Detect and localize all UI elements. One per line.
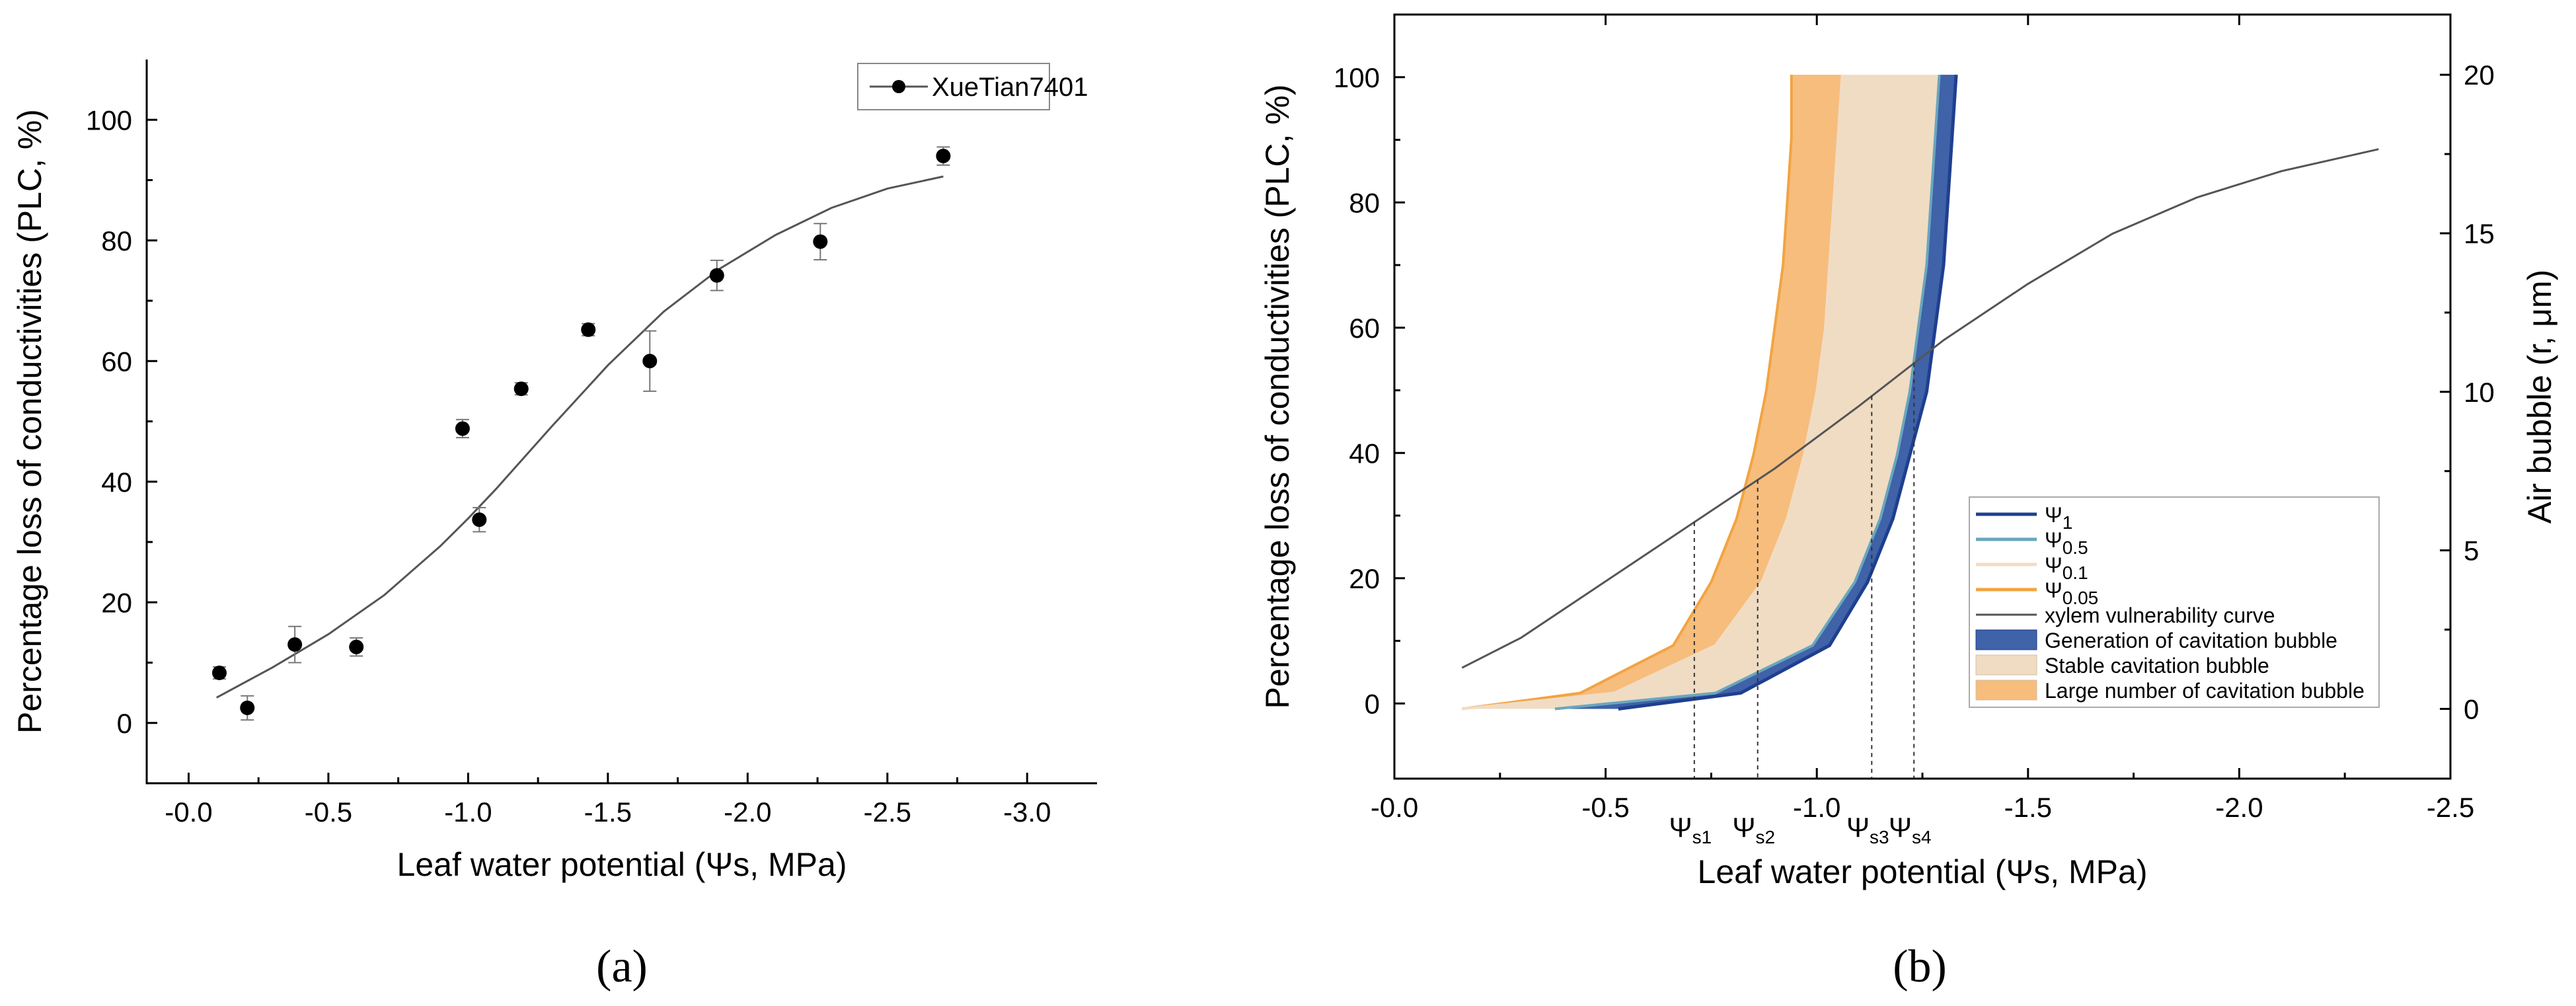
panel-b-vline-label: Ψs3 [1846, 812, 1889, 847]
panel-a-xtick-label: -0.5 [305, 796, 352, 828]
panel-b-y2tick-label: 20 [2464, 59, 2495, 91]
panel-b-band-stable [1462, 75, 1940, 709]
panel-b-legend-label: Generation of cavitation bubble [2045, 629, 2337, 652]
panel-a-xtick-label: -3.0 [1003, 796, 1051, 828]
panel-a-xtick-label: -1.5 [584, 796, 632, 828]
panel-b-legend-swatch [1975, 629, 2037, 650]
panel-b-band-large-number [1462, 75, 1842, 709]
panel-a-data-point [709, 268, 724, 283]
panel-a-data-point [211, 666, 227, 681]
panel-b-vline-label: Ψs4 [1889, 812, 1932, 847]
panel-a-label: (a) [596, 941, 648, 992]
panel-b-line-psi005 [1462, 75, 1793, 711]
panel-a-data-point [240, 700, 255, 715]
panel-a-xtick-label: -1.0 [444, 796, 492, 828]
panel-b-label: (b) [1893, 941, 1947, 992]
panel-b-legend-label: Ψ0.1 [2045, 553, 2088, 583]
panel-b-xylem-curve [1461, 148, 2379, 669]
panel-b-legend-box [1969, 496, 2380, 708]
panel-b-vline-label: Ψs2 [1732, 812, 1775, 847]
panel-a-ytick-label: 0 [117, 708, 132, 739]
panel-b-line-psi05 [1554, 74, 1941, 711]
panel-b-legend-swatch [1975, 654, 2037, 676]
panel-a-ytick-label: 80 [101, 225, 132, 256]
panel-a-legend-label: XueTian7401 [932, 73, 1088, 102]
panel-a-data-point [936, 149, 951, 163]
panel-a-xtick-label: -0.0 [165, 796, 212, 828]
panel-b-ytick-label: 100 [1334, 62, 1380, 93]
panel-b-xtick-label: -1.0 [1793, 792, 1840, 823]
panel-b-y2tick-label: 0 [2464, 693, 2479, 724]
panel-a-xlabel: Leaf water potential (Ψs, MPa) [397, 846, 847, 883]
panel-b-ytick-label: 80 [1349, 187, 1380, 218]
panel-a-data-point [287, 637, 303, 652]
panel-a-ytick-label: 40 [101, 467, 132, 498]
panel-b-legend-label: Ψ1 [2045, 503, 2072, 533]
panel-a-data-point [813, 234, 828, 249]
panel-a-data-point [472, 512, 487, 527]
panel-b-ylabel: Percentage loss of conductivities (PLC, … [1259, 85, 1296, 709]
panel-b-ytick-label: 20 [1349, 563, 1380, 594]
panel-b-ytick-label: 0 [1365, 688, 1380, 719]
panel-b-chart: Ψs1 Ψs2 Ψs3 Ψs4 0 20 40 60 80 100 0 5 10 15 20 -0.0 -0.5… [1259, 13, 2558, 992]
panel-a-legend-marker [892, 80, 905, 93]
panel-a-fit-curve [215, 175, 944, 699]
panel-b-xlabel: Leaf water potential (Ψs, MPa) [1698, 853, 2148, 890]
panel-b-line-psi1 [1618, 74, 1958, 711]
panel-b-xtick-label: -1.5 [2004, 792, 2052, 823]
panel-a-ytick-label: 20 [101, 587, 132, 618]
panel-b-ytick-label: 60 [1349, 313, 1380, 344]
panel-b-legend-label: Ψ0.5 [2045, 528, 2088, 558]
panel-a-xtick-label: -2.0 [724, 796, 771, 828]
panel-b-xtick-label: -2.5 [2427, 792, 2474, 823]
panel-b-y2tick-label: 10 [2464, 377, 2495, 408]
panel-b-line-psi01 [1462, 74, 1844, 711]
panel-a-data-point [581, 322, 596, 337]
panel-b-y2label: Air bubble (r, μm) [2521, 270, 2558, 523]
panel-b-xtick-label: -0.5 [1581, 792, 1629, 823]
panel-b-xtick-label: -0.0 [1371, 792, 1418, 823]
panel-a-data-point [513, 381, 529, 397]
panel-b-ytick-label: 40 [1349, 438, 1380, 469]
panel-a-chart: 0 20 40 60 80 100 -0.0 -0.5 -1.0 -1.5 -2.0 -2.5 -3.0… [11, 59, 1097, 992]
panel-b-legend-swatch [1975, 679, 2037, 701]
panel-a-data-point [349, 639, 364, 654]
panel-b-legend-label: Ψ0.05 [2045, 578, 2098, 608]
panel-a-axes [145, 59, 1097, 785]
panel-a-xtick-label: -2.5 [864, 796, 911, 828]
panel-b-y2tick-label: 5 [2464, 535, 2479, 566]
panel-b-legend-label: Stable cavitation bubble [2045, 654, 2269, 677]
panel-a-ylabel: Percentage loss of conductivities (PLC, … [11, 109, 48, 734]
panel-a-data-point [642, 354, 658, 369]
panel-a-ytick-label: 60 [101, 346, 132, 377]
panel-b-legend-label: xylem vulnerability curve [2045, 603, 2275, 627]
panel-a-data-point [455, 421, 470, 436]
panel-b-xtick-label: -2.0 [2215, 792, 2263, 823]
panel-b-y2tick-label: 15 [2464, 218, 2495, 249]
panel-b-vline-label: Ψs1 [1669, 812, 1712, 847]
panel-a-ytick-label: 100 [86, 104, 132, 135]
panel-b-legend-label: Large number of cavitation bubble [2045, 679, 2365, 703]
